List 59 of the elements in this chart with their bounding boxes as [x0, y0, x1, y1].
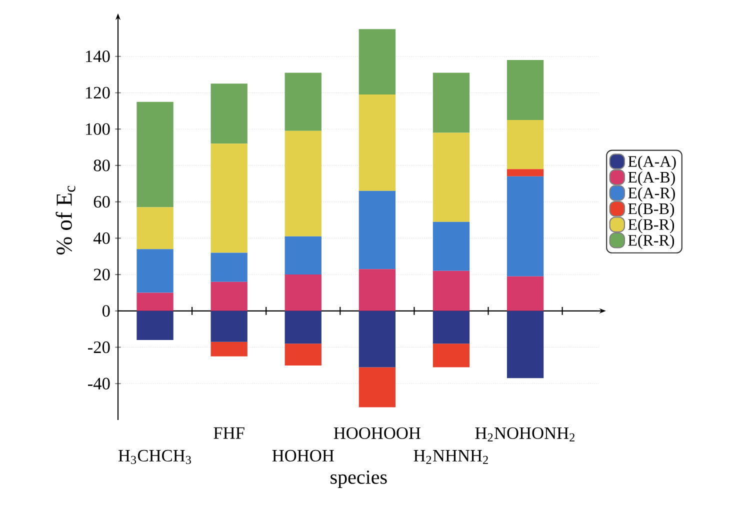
bar: [506, 276, 544, 311]
bar: [284, 130, 322, 236]
y-tick-label: 120: [86, 86, 110, 99]
x-tick-label: FHF: [214, 427, 244, 439]
bar: [358, 94, 396, 191]
x-tick-label: HOHOH: [272, 450, 334, 462]
y-tick-label: -40: [88, 378, 110, 390]
bar: [284, 236, 322, 275]
bar: [432, 132, 470, 222]
bar: [284, 310, 322, 344]
x-tick-label: H$_{2}$NHNH$_{2}$: [414, 450, 488, 464]
bar: [506, 60, 544, 120]
bar: [210, 252, 248, 282]
bar: [358, 29, 396, 95]
bar: [432, 344, 470, 368]
bar: [210, 282, 248, 311]
bar: [136, 310, 174, 340]
bar: [210, 144, 248, 253]
bar: [432, 310, 470, 344]
bar: [284, 274, 322, 311]
legend-label: E(B-B): [628, 202, 674, 218]
x-tick-label: HOOHOOH: [334, 427, 420, 440]
legend-label: E(A-B): [628, 171, 675, 186]
bar: [210, 310, 248, 342]
bar: [432, 222, 470, 271]
bar: [432, 72, 470, 133]
bar: [358, 269, 396, 311]
bar: [136, 102, 174, 208]
legend-label: E(A-A): [628, 156, 676, 170]
bar: [210, 342, 248, 356]
bar: [506, 120, 544, 170]
y-tick-label: 40: [93, 232, 110, 244]
x-axis-title: species: [330, 470, 387, 488]
y-tick-label: 60: [94, 196, 110, 208]
bar: [358, 190, 396, 270]
bar: [136, 292, 174, 311]
bar: [358, 310, 396, 368]
bar: [136, 249, 174, 293]
y-tick-label: 80: [94, 160, 110, 172]
y-tick-label: 0: [102, 305, 110, 317]
bar: [358, 367, 396, 408]
bar: [506, 176, 544, 276]
x-tick-label: H$_{3}$CHCH$_{3}$: [118, 450, 191, 464]
x-tick-label: H$_{2}$NOHONH$_{2}$: [475, 427, 574, 442]
y-tick-label: 140: [86, 50, 110, 62]
bar: [284, 72, 322, 131]
bar: [432, 270, 470, 311]
bar: [136, 207, 174, 250]
y-tick-label: 20: [94, 268, 110, 280]
legend-label: E(A-R): [628, 187, 675, 202]
legend-label: E(R-R): [628, 234, 674, 249]
y-tick-label: 100: [86, 123, 110, 135]
bar: [506, 169, 544, 176]
bar: [284, 344, 322, 366]
y-axis-title: % of E$_{c}$: [56, 186, 76, 255]
bar: [506, 310, 544, 378]
legend-label: E(B-R): [628, 218, 674, 234]
y-tick-label: -20: [88, 341, 110, 354]
bar: [210, 84, 248, 144]
